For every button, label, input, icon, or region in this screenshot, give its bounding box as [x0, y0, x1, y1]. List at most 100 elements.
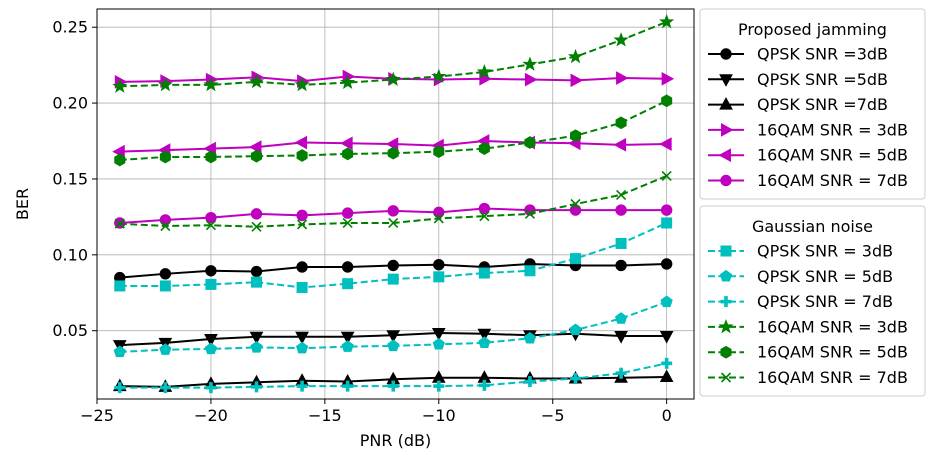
series-12 [114, 170, 672, 232]
data-point [660, 258, 673, 270]
data-point [569, 323, 582, 336]
data-point [433, 380, 445, 392]
data-point [661, 94, 673, 108]
data-point [296, 380, 308, 392]
legend-entry: 16QAM SNR = 3dB [708, 120, 908, 139]
x-tick-label: −25 [80, 406, 114, 425]
data-point [340, 331, 355, 345]
data-point [385, 71, 401, 86]
legend-entry: QPSK SNR = 7dB [708, 292, 893, 311]
legend-label: QPSK SNR =3dB [757, 45, 888, 64]
legend-marker [720, 48, 732, 60]
data-point [387, 205, 399, 217]
data-point [295, 341, 309, 354]
data-point [341, 261, 354, 273]
data-point [478, 202, 491, 215]
data-point [524, 136, 536, 149]
legend-marker [719, 74, 733, 87]
legend-1: Proposed jamming QPSK SNR =3dB QPSK SNR =5… [699, 8, 926, 200]
data-point [433, 271, 445, 283]
data-point [250, 149, 263, 163]
y-tick-label: 0.25 [52, 18, 88, 37]
data-point [433, 213, 444, 224]
legend-entry: 16QAM SNR = 7dB [708, 171, 908, 190]
data-point [205, 382, 217, 394]
data-point [205, 265, 217, 277]
data-point [251, 381, 263, 393]
data-point [431, 327, 446, 341]
data-point [661, 170, 672, 181]
data-point [296, 281, 308, 293]
x-tick-label: 0 [662, 406, 672, 425]
data-point [159, 382, 171, 394]
data-point [251, 276, 263, 288]
data-point [342, 380, 354, 392]
series-7 [114, 217, 673, 293]
data-point [341, 340, 354, 352]
data-point [570, 198, 581, 210]
legend-marker [719, 269, 733, 282]
legend-entry: 16QAM SNR = 5dB [708, 343, 908, 362]
data-point [661, 217, 673, 229]
legend-2: Gaussian noise QPSK SNR = 3dB QPSK SNR = 5… [699, 205, 926, 397]
data-point [204, 334, 218, 347]
data-point [251, 221, 262, 232]
legend-marker [720, 174, 732, 187]
data-point [387, 146, 399, 160]
legend-entry: 16QAM SNR = 7dB [708, 368, 908, 387]
x-axis: −25 −20 −15 −10 −5 0 [80, 399, 672, 425]
series-10 [112, 13, 675, 93]
legend-label: QPSK SNR = 3dB [757, 242, 893, 261]
data-point [524, 72, 538, 87]
data-point [659, 13, 675, 29]
data-point [614, 312, 628, 324]
data-point [297, 219, 308, 230]
legend-frame [699, 8, 926, 200]
legend-label: 16QAM SNR = 3dB [757, 317, 908, 336]
plot-frame [96, 8, 695, 400]
data-point [478, 336, 491, 349]
legend-label: QPSK SNR =5dB [757, 70, 888, 89]
data-point [476, 64, 492, 79]
legend-label: 16QAM SNR = 5dB [757, 343, 908, 362]
data-point [341, 207, 354, 219]
legend-title: Gaussian noise [752, 217, 873, 236]
data-point [296, 209, 308, 222]
data-point [431, 68, 447, 83]
legend-label: QPSK SNR =7dB [757, 95, 888, 114]
legends: Proposed jamming QPSK SNR =3dB QPSK SNR =5… [699, 8, 926, 397]
data-point [569, 204, 582, 216]
data-point [478, 379, 490, 391]
data-point [342, 278, 354, 290]
data-point [477, 328, 492, 342]
data-point [205, 220, 216, 231]
series-9 [114, 357, 673, 394]
legend-marker [718, 318, 734, 334]
data-point [205, 150, 217, 164]
data-point [433, 145, 445, 159]
data-point [614, 331, 628, 344]
data-point [294, 76, 310, 92]
data-point [661, 71, 675, 86]
y-tick-label: 0.15 [52, 169, 88, 188]
data-point [340, 136, 353, 151]
data-point [250, 265, 263, 278]
data-point [386, 330, 401, 343]
legend-label: 16QAM SNR = 5dB [757, 146, 908, 165]
data-point [159, 343, 172, 355]
data-point [294, 135, 308, 150]
data-point [114, 218, 125, 229]
legend-entry: QPSK SNR =3dB [708, 45, 888, 64]
data-point [248, 140, 262, 154]
legend-entry: 16QAM SNR = 5dB [708, 146, 908, 165]
data-point [661, 357, 673, 369]
data-point [479, 211, 490, 222]
legend-entry: 16QAM SNR = 3dB [708, 317, 908, 336]
data-point [114, 153, 126, 167]
data-point [295, 331, 309, 345]
data-point [659, 137, 672, 151]
data-point [203, 76, 219, 92]
data-point [660, 295, 673, 308]
data-point [613, 137, 627, 152]
